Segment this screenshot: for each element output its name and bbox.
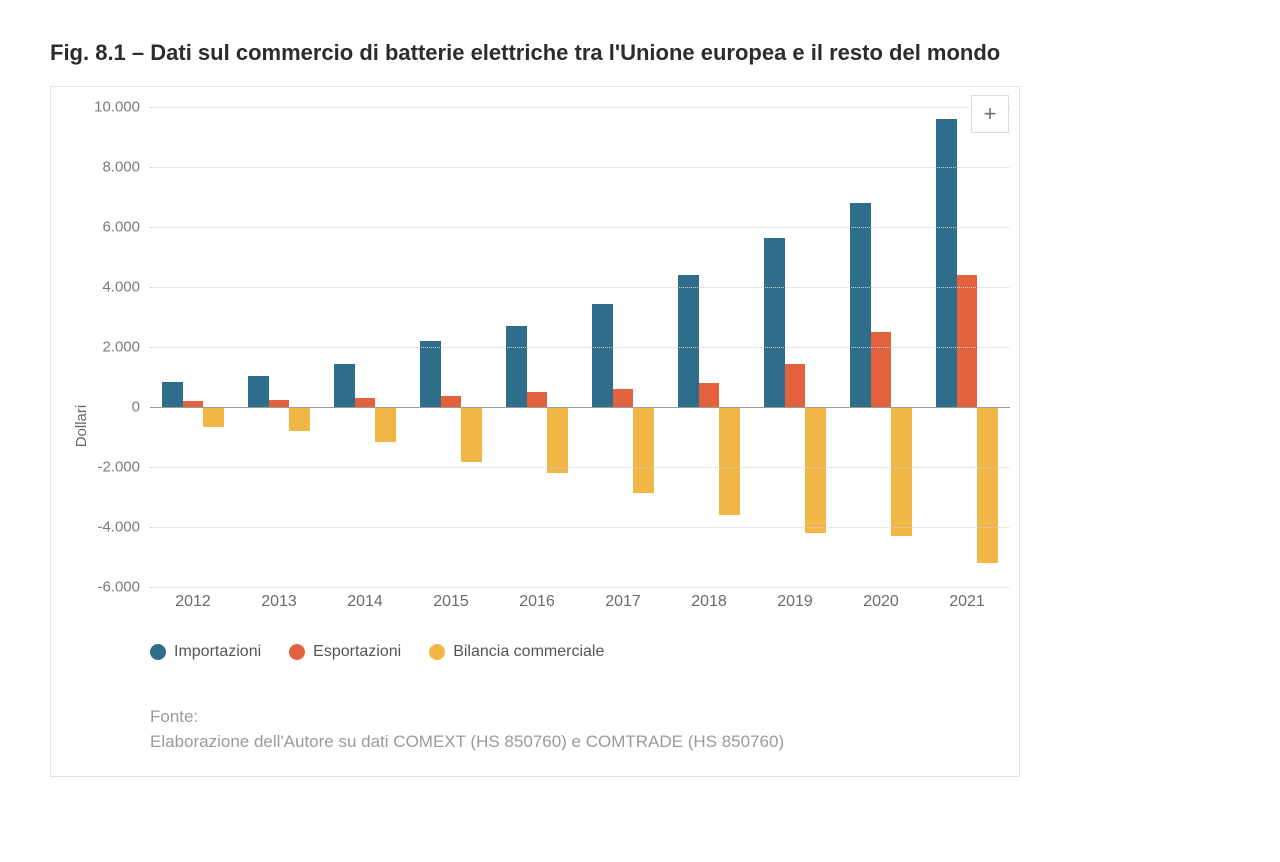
legend-swatch: [150, 644, 166, 660]
bar-import[interactable]: [592, 304, 613, 408]
bar-import[interactable]: [764, 238, 785, 408]
bar-import[interactable]: [678, 275, 699, 407]
expand-button[interactable]: +: [971, 95, 1009, 133]
source-label: Fonte:: [150, 705, 1010, 730]
bar-import[interactable]: [248, 376, 269, 408]
source-text: Elaborazione dell'Autore su dati COMEXT …: [150, 730, 1010, 755]
legend-item[interactable]: Esportazioni: [289, 643, 401, 661]
x-tick-label: 2017: [605, 593, 641, 611]
gridline: [150, 347, 1010, 348]
bar-export[interactable]: [527, 392, 548, 407]
bar-export[interactable]: [957, 275, 978, 407]
legend-swatch: [289, 644, 305, 660]
zero-line: [150, 407, 1010, 408]
gridline: [150, 227, 1010, 228]
bar-balance[interactable]: [805, 407, 826, 533]
bar-balance[interactable]: [891, 407, 912, 536]
bar-export[interactable]: [871, 332, 892, 407]
bar-balance[interactable]: [203, 407, 224, 427]
bar-balance[interactable]: [375, 407, 396, 442]
bar-import[interactable]: [420, 341, 441, 407]
y-tick-label: 2.000: [102, 339, 150, 356]
legend-label: Bilancia commerciale: [453, 643, 604, 661]
plot-wrap: Dollari 10.000 8.000 6.000 4.000 2.000 0 -2.00…: [69, 97, 1001, 754]
bar-balance[interactable]: [977, 407, 998, 563]
bar-import[interactable]: [162, 382, 183, 408]
y-tick-label: -2.000: [97, 459, 150, 476]
figure-title: Fig. 8.1 – Dati sul commercio di batteri…: [50, 40, 1230, 66]
gridline: [150, 467, 1010, 468]
y-tick-label: 0: [132, 399, 150, 416]
legend-item[interactable]: Bilancia commerciale: [429, 643, 604, 661]
x-tick-label: 2013: [261, 593, 297, 611]
plot-area: 10.000 8.000 6.000 4.000 2.000 0 -2.000 -4.000 -…: [90, 97, 1010, 754]
bar-balance[interactable]: [719, 407, 740, 515]
y-tick-label: 6.000: [102, 219, 150, 236]
gridline: [150, 107, 1010, 108]
bar-import[interactable]: [334, 364, 355, 408]
bar-balance[interactable]: [633, 407, 654, 493]
bar-balance[interactable]: [289, 407, 310, 431]
legend-swatch: [429, 644, 445, 660]
x-tick-label: 2015: [433, 593, 469, 611]
y-tick-label: -6.000: [97, 579, 150, 596]
x-tick-label: 2012: [175, 593, 211, 611]
bar-balance[interactable]: [461, 407, 482, 462]
bar-export[interactable]: [785, 364, 806, 408]
gridline: [150, 287, 1010, 288]
x-axis-labels: 2012 2013 2014 2015 2016 2017 2018 2019 2020 2021: [150, 587, 1010, 617]
y-tick-label: 4.000: [102, 279, 150, 296]
x-tick-label: 2020: [863, 593, 899, 611]
bar-export[interactable]: [699, 383, 720, 407]
gridline: [150, 167, 1010, 168]
x-tick-label: 2018: [691, 593, 727, 611]
legend: Importazioni Esportazioni Bilancia commerc…: [150, 643, 1010, 661]
source-block: Fonte: Elaborazione dell'Autore su dati …: [150, 705, 1010, 754]
bar-import[interactable]: [850, 203, 871, 407]
y-tick-label: 10.000: [94, 99, 150, 116]
bar-import[interactable]: [936, 119, 957, 407]
legend-label: Importazioni: [174, 643, 261, 661]
x-tick-label: 2016: [519, 593, 555, 611]
bar-export[interactable]: [613, 389, 634, 407]
y-tick-label: -4.000: [97, 519, 150, 536]
bar-export[interactable]: [355, 398, 376, 407]
x-tick-label: 2021: [949, 593, 985, 611]
bar-export[interactable]: [441, 396, 462, 407]
legend-item[interactable]: Importazioni: [150, 643, 261, 661]
y-tick-label: 8.000: [102, 159, 150, 176]
x-tick-label: 2014: [347, 593, 383, 611]
bar-import[interactable]: [506, 326, 527, 407]
chart-card: + Dollari 10.000 8.000 6.000 4.000 2.000 0 -2.…: [50, 86, 1020, 777]
gridline: [150, 527, 1010, 528]
x-tick-label: 2019: [777, 593, 813, 611]
legend-label: Esportazioni: [313, 643, 401, 661]
bar-export[interactable]: [269, 400, 290, 408]
y-axis-title: Dollari: [69, 97, 90, 754]
plus-icon: +: [984, 101, 997, 127]
bar-balance[interactable]: [547, 407, 568, 473]
grid-region: 10.0008.0006.0004.0002.0000-2.000-4.000-…: [150, 107, 1010, 587]
